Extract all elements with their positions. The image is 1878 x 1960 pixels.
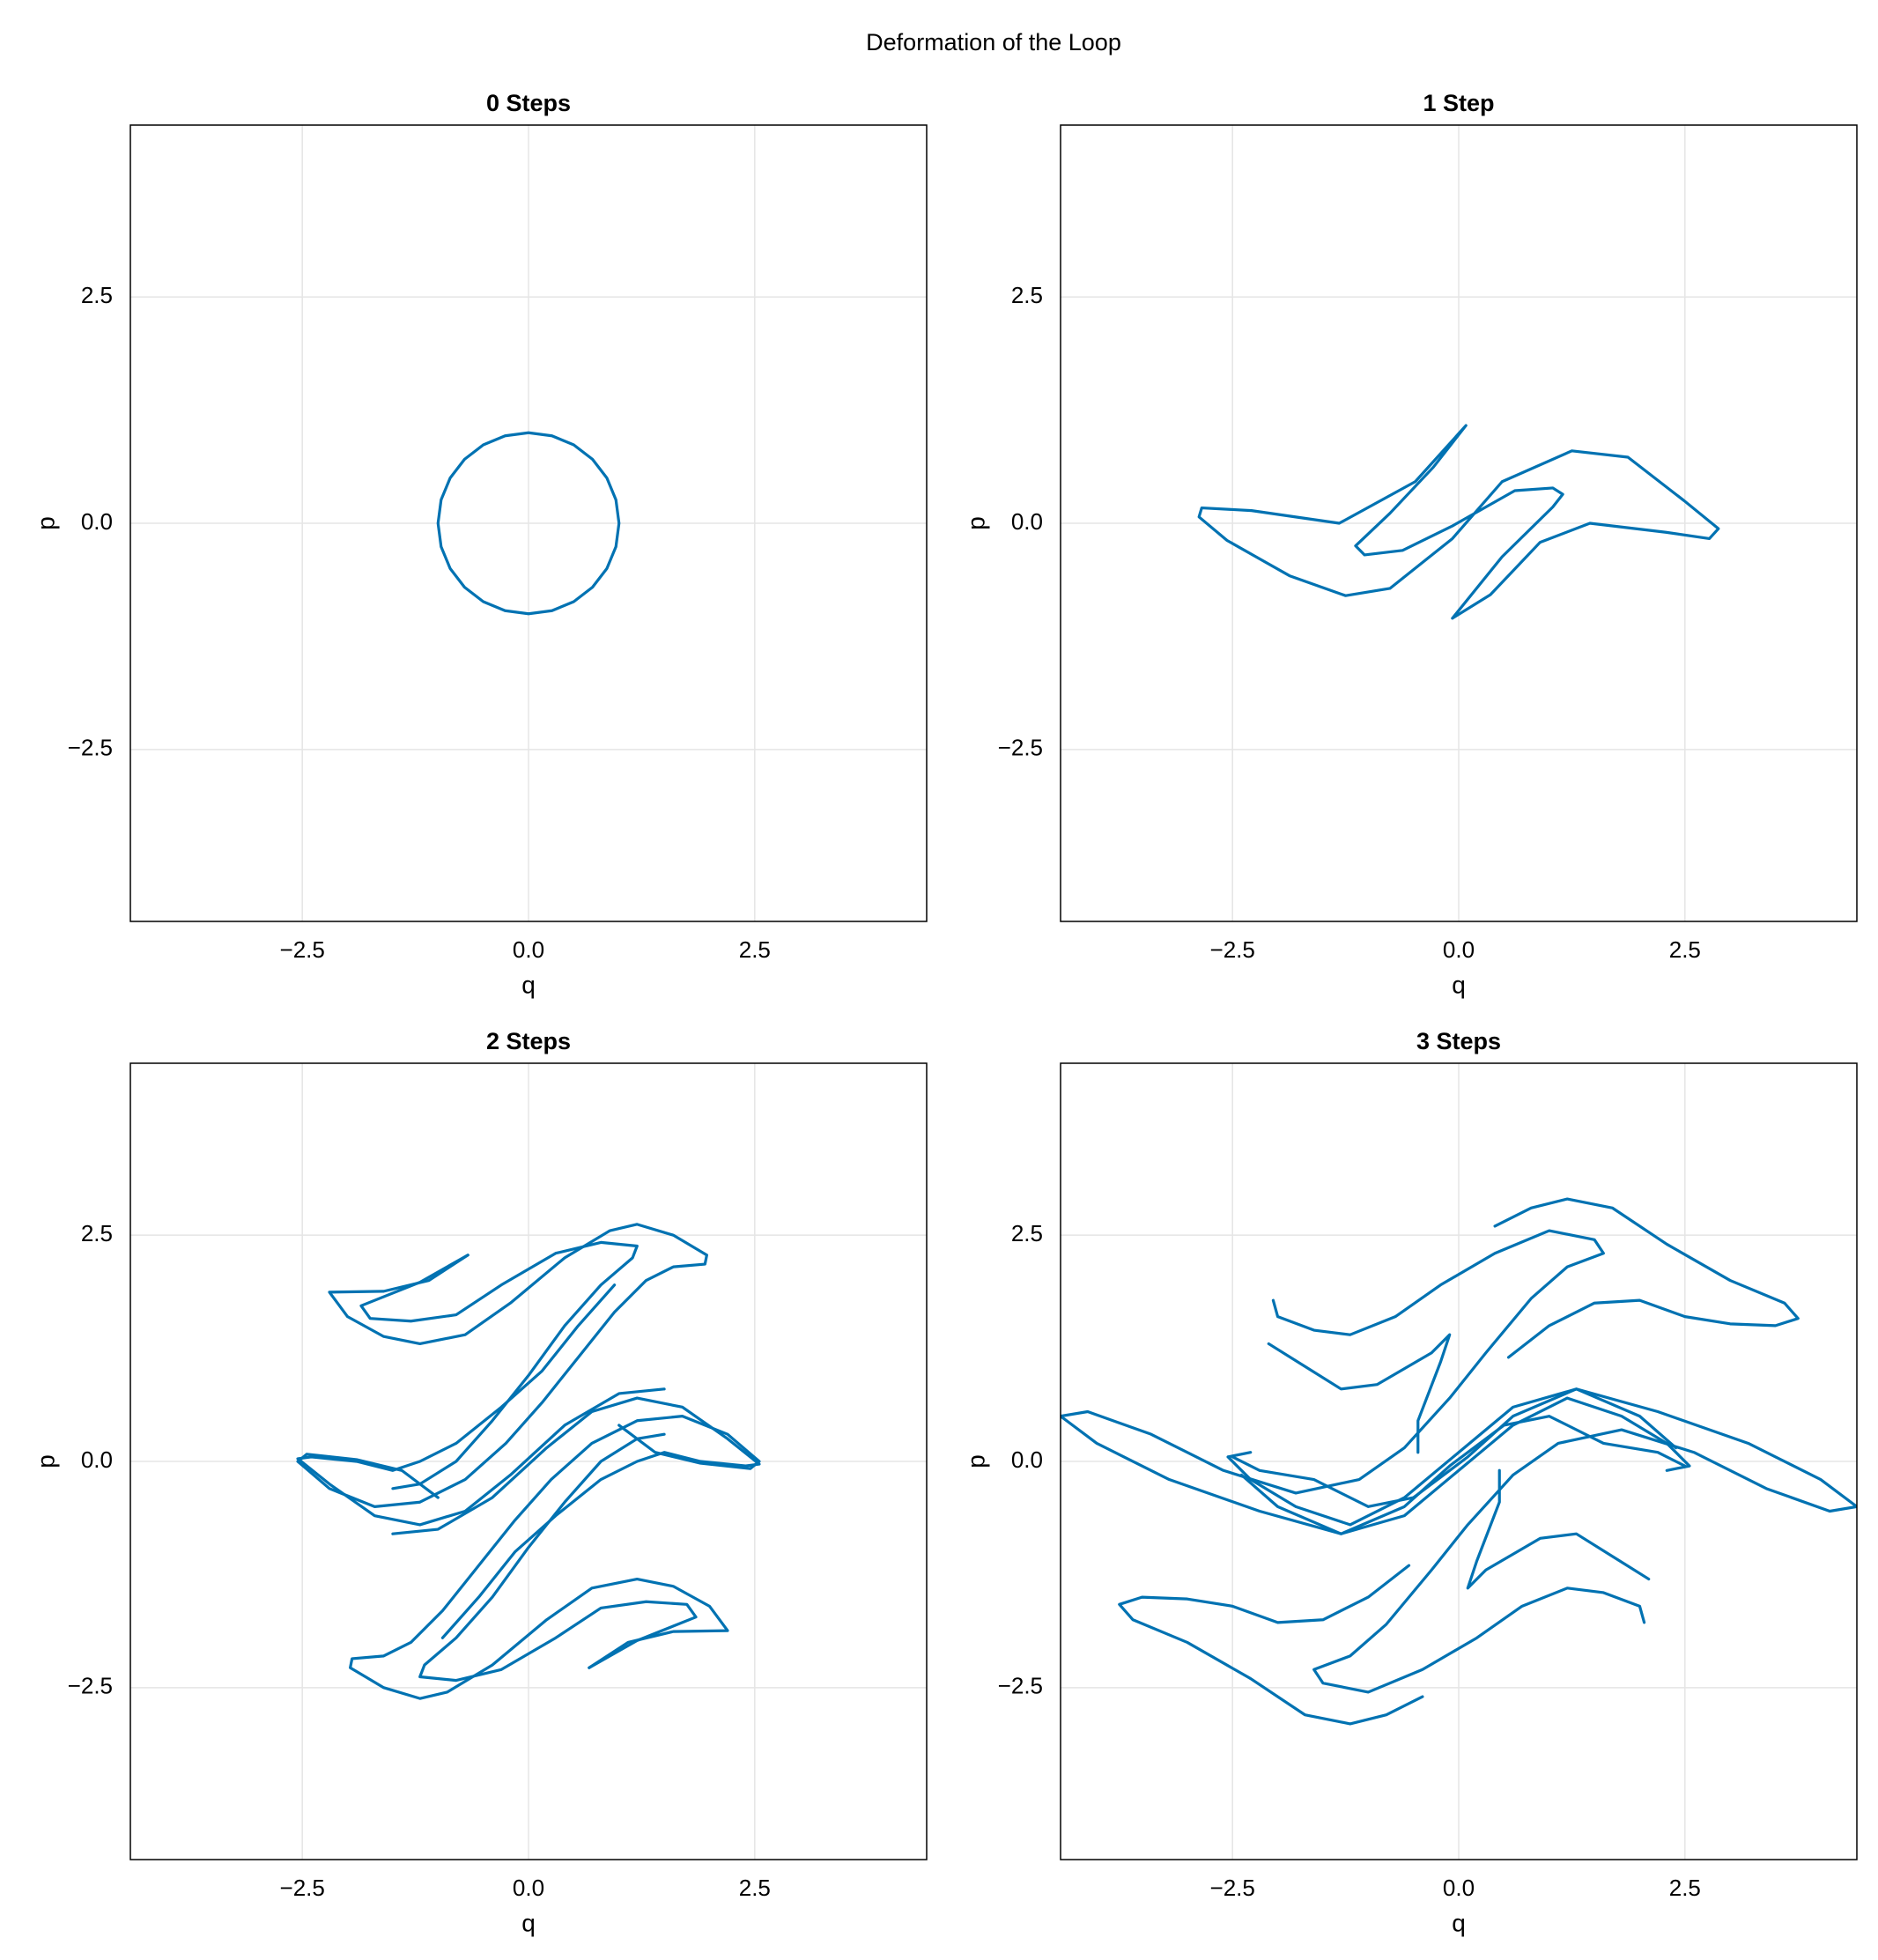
subplot: −2.5 0.0 2.5 −2.5 0.0 2.5 3 Steps q p — [962, 1028, 1858, 1936]
series-line — [1231, 1387, 1678, 1508]
y-tick-label: 0.0 — [1011, 1446, 1043, 1473]
plot-frame — [129, 124, 928, 922]
y-tick-label: −2.5 — [68, 735, 113, 761]
x-axis-label: q — [521, 1909, 536, 1936]
subplot-title: 2 Steps — [486, 1028, 571, 1054]
series-line — [1267, 1333, 1452, 1454]
series-line — [1226, 1387, 1857, 1694]
series-line — [1493, 1197, 1800, 1359]
series-line — [349, 1415, 761, 1700]
plot-frame — [129, 1062, 928, 1860]
series-line — [1239, 1415, 1687, 1535]
series-line — [1061, 1229, 1691, 1535]
y-tick-label: −2.5 — [998, 1673, 1043, 1699]
y-axis-label: p — [32, 516, 59, 530]
series-line — [418, 1432, 698, 1683]
y-axis-label: p — [32, 1454, 59, 1468]
y-tick-label: 2.5 — [81, 1220, 113, 1246]
x-tick-label: 2.5 — [739, 936, 771, 963]
y-axis-label: p — [962, 1454, 989, 1468]
y-axis-label: p — [962, 516, 989, 530]
x-tick-label: 2.5 — [1669, 1875, 1701, 1901]
x-tick-label: −2.5 — [280, 1875, 325, 1901]
y-tick-label: 2.5 — [1011, 282, 1043, 308]
y-tick-label: 0.0 — [81, 1446, 113, 1473]
x-axis-label: q — [1452, 1909, 1466, 1936]
subplot-title: 1 Step — [1423, 90, 1494, 116]
x-tick-label: 0.0 — [513, 936, 544, 963]
x-tick-label: 0.0 — [1443, 936, 1475, 963]
series-line — [1466, 1468, 1651, 1590]
y-tick-label: −2.5 — [998, 735, 1043, 761]
subplot: −2.5 0.0 2.5 −2.5 0.0 2.5 0 Steps q p — [32, 90, 928, 998]
subplot-title: 0 Steps — [486, 90, 571, 116]
subplot: −2.5 0.0 2.5 −2.5 0.0 2.5 1 Step q p — [962, 90, 1858, 998]
series-line — [359, 1240, 639, 1490]
subplot: −2.5 0.0 2.5 −2.5 0.0 2.5 2 Steps q p — [32, 1028, 928, 1936]
y-tick-label: 0.0 — [1011, 508, 1043, 535]
y-tick-label: 2.5 — [1011, 1220, 1043, 1246]
series-group — [1197, 424, 1720, 620]
plot-frame — [1060, 124, 1858, 922]
series-line — [296, 1223, 708, 1508]
plot-frame — [1060, 1062, 1858, 1860]
series-line — [1118, 1564, 1424, 1726]
series-line — [296, 1283, 666, 1527]
series-group — [296, 1223, 761, 1700]
y-tick-label: −2.5 — [68, 1673, 113, 1699]
y-tick-label: 2.5 — [81, 282, 113, 308]
series-group — [1061, 1197, 1857, 1726]
x-tick-label: −2.5 — [280, 936, 325, 963]
series-line — [1197, 424, 1720, 620]
x-tick-label: 0.0 — [513, 1875, 544, 1901]
x-axis-label: q — [521, 971, 536, 998]
x-tick-label: 2.5 — [739, 1875, 771, 1901]
x-axis-label: q — [1452, 971, 1466, 998]
x-tick-label: −2.5 — [1210, 936, 1255, 963]
x-tick-label: 2.5 — [1669, 936, 1701, 963]
series-line — [436, 431, 621, 616]
x-tick-label: −2.5 — [1210, 1875, 1255, 1901]
subplot-title: 3 Steps — [1416, 1028, 1501, 1054]
y-tick-label: 0.0 — [81, 508, 113, 535]
series-group — [436, 431, 621, 616]
figure-title: Deformation of the Loop — [866, 29, 1121, 55]
x-tick-label: 0.0 — [1443, 1875, 1475, 1901]
